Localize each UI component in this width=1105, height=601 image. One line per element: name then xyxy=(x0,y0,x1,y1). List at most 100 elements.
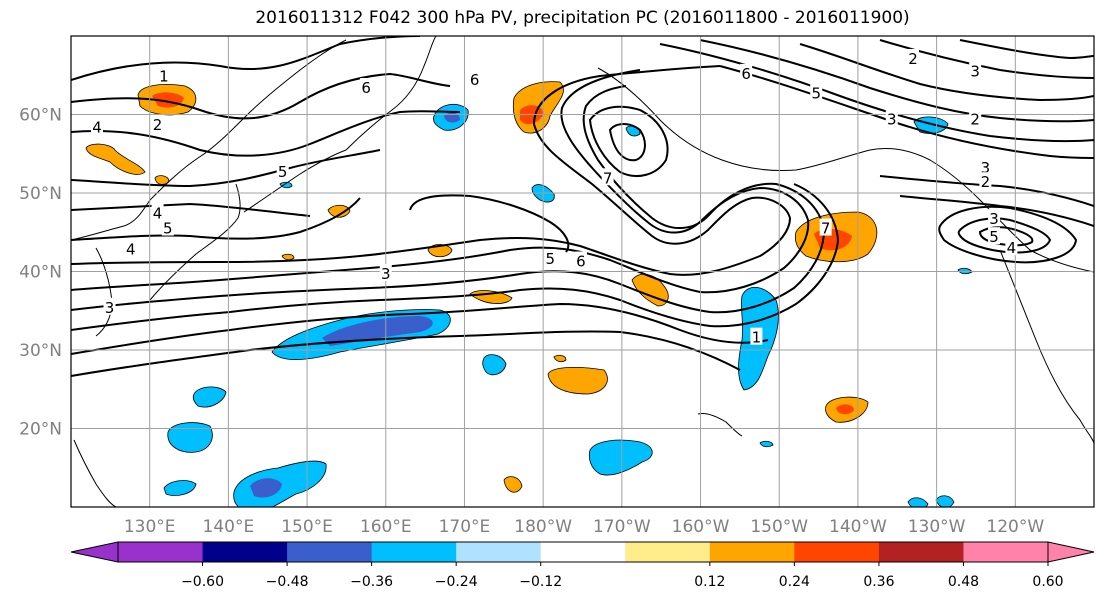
contour-label: 1 xyxy=(159,67,169,85)
lon-tick-label: 160°E xyxy=(360,517,412,537)
contour-label-bg xyxy=(151,114,164,132)
colorbar-swatch xyxy=(878,542,964,562)
contour-label: 7 xyxy=(821,220,831,238)
coastline-america xyxy=(999,249,1094,445)
contour-label: 6 xyxy=(361,79,371,97)
precip-anomaly-positive xyxy=(553,354,567,363)
colorbar-tick-label: −0.60 xyxy=(181,574,224,590)
contour-label: 6 xyxy=(741,65,751,83)
lon-tick-label: 160°W xyxy=(672,517,730,537)
contour-label: 5 xyxy=(545,250,555,268)
lat-tick-label: 60°N xyxy=(19,106,62,126)
coastline-kuril xyxy=(243,149,347,213)
contour-label: 6 xyxy=(470,71,480,89)
pv-contour xyxy=(71,110,461,157)
pv-contour xyxy=(588,105,669,177)
colorbar-swatch xyxy=(202,542,288,562)
contour-label-bg xyxy=(969,109,982,127)
pv-contour xyxy=(899,195,1094,227)
contour-label: 7 xyxy=(603,169,613,187)
colorbar-tick-label: 0.36 xyxy=(863,574,894,590)
lon-tick-label: 180°W xyxy=(514,517,572,537)
colorbar-swatch xyxy=(794,542,880,562)
colorbar-tick-label: 0.48 xyxy=(948,574,979,590)
contour-label-bg xyxy=(360,78,373,96)
colorbar-extend-low xyxy=(70,541,119,563)
coastline-hawaii xyxy=(697,413,743,437)
contour-label: 3 xyxy=(981,159,991,177)
contour-label-bg xyxy=(151,203,164,221)
colorbar-tick-label: −0.48 xyxy=(266,574,309,590)
contour-label: 6 xyxy=(576,253,586,271)
precip-anomaly-positive xyxy=(327,204,351,218)
contour-label-bg xyxy=(157,66,170,84)
lon-tick-label: 170°W xyxy=(593,517,651,537)
precip-anomaly-negative xyxy=(935,495,955,507)
contour-label: 4 xyxy=(153,205,163,223)
contour-label-bg xyxy=(601,168,614,186)
colorbar-swatch xyxy=(540,542,626,562)
lon-tick-label: 150°E xyxy=(281,517,333,537)
contour-label: 5 xyxy=(989,228,999,246)
colorbar: −0.60 −0.48 −0.36 −0.24 −0.12 0.12 0.24 0.36 0.4… xyxy=(70,541,1095,590)
lon-tick-labels: 130°E 140°E 150°E 160°E 170°E 180°W 170°W 160°W… xyxy=(124,517,1045,537)
colorbar-swatch xyxy=(287,542,373,562)
contour-label: 5 xyxy=(163,220,173,238)
coastline-alaska xyxy=(597,67,1094,273)
colorbar-swatch xyxy=(963,542,1049,562)
precip-anomaly-moderate xyxy=(250,478,282,498)
lon-tick-label: 140°E xyxy=(203,517,255,537)
contour-label: 3 xyxy=(989,210,999,228)
pv-contour xyxy=(699,39,1094,123)
coastline-philippines xyxy=(73,439,117,507)
precip-anomaly-moderate xyxy=(322,316,433,346)
coastline-asia xyxy=(71,39,347,241)
lon-tick-label: 130°W xyxy=(908,517,966,537)
contour-label-bg xyxy=(544,249,557,267)
colorbar-swatch xyxy=(709,542,795,562)
colorbar-swatch xyxy=(118,542,204,562)
precip-anomaly-strong xyxy=(836,404,854,415)
precip-anomaly-negative xyxy=(192,386,227,408)
pv-contour xyxy=(959,39,1094,60)
colorbar-swatch xyxy=(456,542,542,562)
lon-tick-label: 150°W xyxy=(750,517,808,537)
contour-label-bg xyxy=(969,61,982,79)
precip-anomaly-negative xyxy=(588,439,653,476)
lat-tick-labels: 20°N 30°N 40°N 50°N 60°N xyxy=(19,106,62,440)
lat-tick-label: 50°N xyxy=(19,184,62,204)
contour-label-bg xyxy=(988,209,1001,227)
pv-contour xyxy=(71,330,741,377)
colorbar-tick-label: −0.36 xyxy=(350,574,393,590)
pv-contours xyxy=(71,36,1094,377)
colorbar-extend-high xyxy=(1047,541,1095,563)
pv-contour xyxy=(957,217,1052,254)
contour-label-bg xyxy=(379,264,392,282)
contour-label-bg xyxy=(161,218,174,236)
contour-label-bg xyxy=(276,162,289,180)
pv-contour xyxy=(71,302,769,355)
colorbar-frame xyxy=(117,541,1049,563)
contour-label-bg xyxy=(907,48,920,66)
contour-label: 3 xyxy=(381,265,391,283)
lon-tick-label: 140°W xyxy=(829,517,887,537)
colorbar-tick-label: 0.12 xyxy=(694,574,725,590)
pv-contour xyxy=(799,43,1094,102)
contour-label-bg xyxy=(988,227,1001,245)
contour-label: 3 xyxy=(105,299,115,317)
contour-label: 2 xyxy=(908,50,918,68)
colorbar-swatch xyxy=(371,542,457,562)
contour-label-bg xyxy=(740,63,753,81)
colorbar-tick-label: −0.24 xyxy=(435,574,478,590)
contour-label: 2 xyxy=(970,110,980,128)
contour-label-bg xyxy=(103,297,116,315)
precip-anomaly-negative xyxy=(913,116,949,134)
pv-contour xyxy=(71,202,311,217)
pv-contour xyxy=(71,65,792,276)
precip-anomaly-negative xyxy=(163,480,197,496)
pv-contour xyxy=(659,43,1094,143)
grid-lines xyxy=(71,36,1094,507)
pv-contour xyxy=(71,197,361,241)
pv-contour xyxy=(608,123,646,162)
